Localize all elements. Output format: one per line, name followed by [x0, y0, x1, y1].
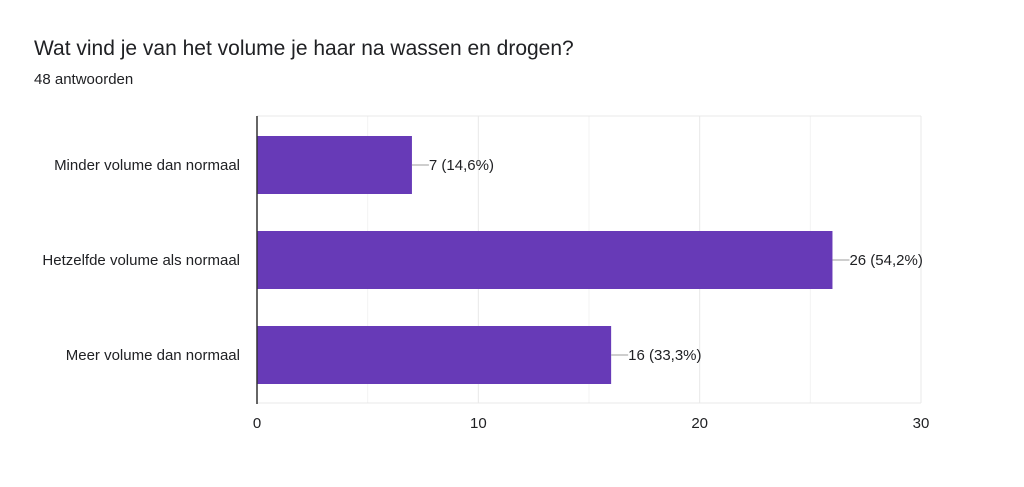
category-label-2: Meer volume dan normaal: [66, 347, 240, 364]
response-count: 48 antwoorden: [34, 71, 134, 88]
x-tick-label-30: 30: [913, 415, 930, 432]
bar-0: [257, 136, 412, 194]
category-label-0: Minder volume dan normaal: [54, 157, 240, 174]
labels: Minder volume dan normaal 7 (14,6%) Hetzel…: [42, 157, 929, 432]
x-tick-label-0: 0: [253, 415, 261, 432]
bars: [257, 136, 833, 384]
chart-title: Wat vind je van het volume je haar na wa…: [34, 37, 574, 60]
data-label-0: 7 (14,6%): [429, 157, 494, 174]
bar-1: [257, 231, 833, 289]
data-label-1: 26 (54,2%): [849, 252, 922, 269]
category-label-1: Hetzelfde volume als normaal: [42, 252, 240, 269]
data-label-2: 16 (33,3%): [628, 347, 701, 364]
x-tick-label-20: 20: [691, 415, 708, 432]
x-tick-label-10: 10: [470, 415, 487, 432]
bar-2: [257, 326, 612, 384]
